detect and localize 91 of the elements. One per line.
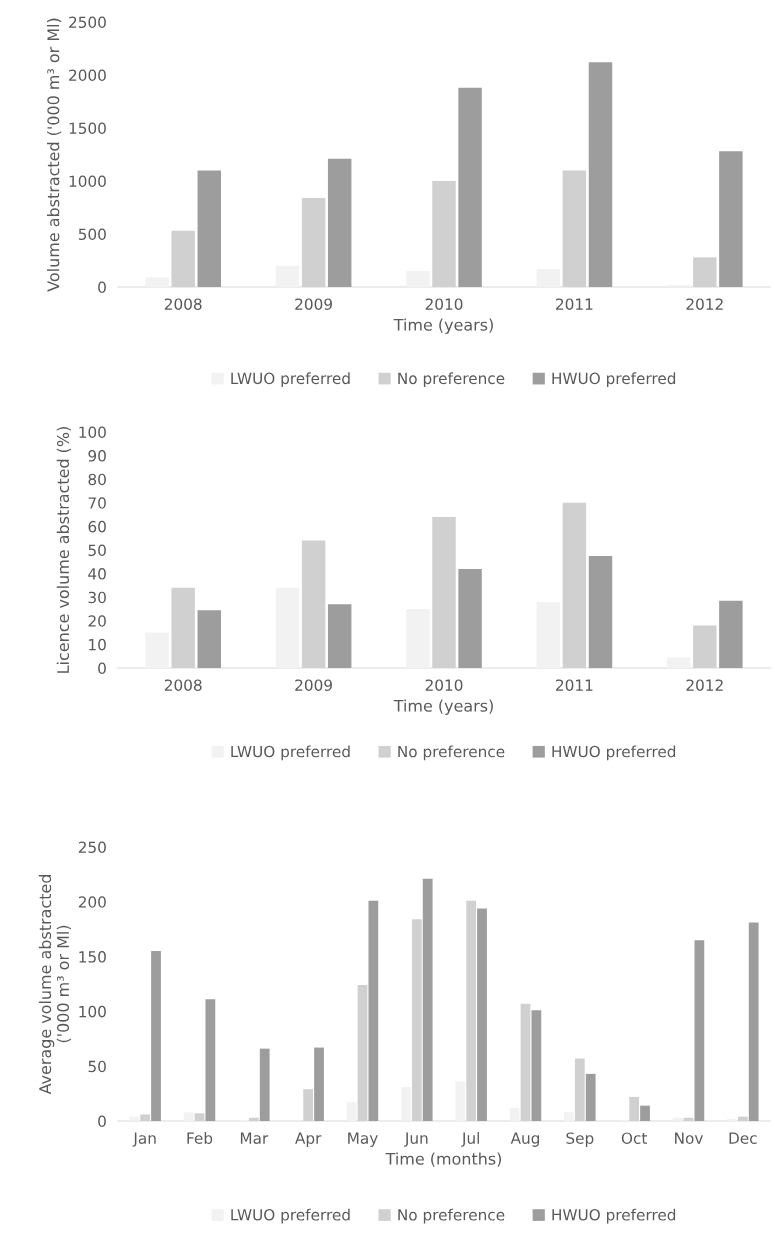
bar	[640, 1105, 650, 1121]
y-tick-label: 200	[78, 896, 106, 908]
bar	[151, 951, 161, 1121]
legend-label: LWUO preferred	[231, 372, 350, 388]
y-tick-label: 250	[78, 841, 106, 854]
bar	[748, 922, 759, 1121]
bar	[327, 604, 352, 668]
bar	[564, 1112, 574, 1121]
bar	[694, 940, 705, 1121]
bar	[585, 1073, 596, 1121]
bar	[401, 1087, 411, 1121]
x-tick-label: May	[348, 1132, 378, 1147]
y-tick-label: 100	[79, 1005, 106, 1018]
y-tick-label: 0	[98, 1115, 106, 1128]
x-tick-label: Feb	[187, 1132, 213, 1144]
bar	[458, 568, 482, 668]
y-tick-label: 0	[98, 662, 106, 675]
y-tick-label: 100	[79, 426, 106, 439]
x-tick-label: Nov	[675, 1132, 703, 1144]
bar	[183, 1112, 194, 1121]
bar	[129, 1116, 140, 1121]
y-axis-title: Licence volume abstracted (%)	[56, 427, 71, 673]
y-tick-label: 60	[88, 520, 106, 533]
bar	[197, 170, 222, 287]
bar	[588, 555, 613, 668]
x-tick-label: 2012	[686, 298, 723, 310]
y-tick-label: 90	[88, 450, 106, 462]
x-tick-label: Jan	[132, 1132, 156, 1147]
y-axis-title: Average volume abstracted ('000 m³ or Ml)	[38, 875, 71, 1095]
x-tick-label: 2009	[295, 298, 332, 310]
x-tick-label: Apr	[295, 1132, 322, 1147]
legend-label: No preference	[398, 745, 505, 761]
y-tick-label: 150	[79, 951, 106, 963]
x-tick-label: Oct	[621, 1132, 648, 1144]
bar	[719, 151, 743, 287]
x-axis-title: Time (months)	[385, 1152, 502, 1167]
x-tick-label: Aug	[510, 1132, 540, 1147]
bar	[205, 999, 216, 1121]
y-tick-label: 70	[88, 497, 106, 509]
legend-label: No preference	[398, 1208, 505, 1224]
x-tick-label: Dec	[729, 1132, 757, 1144]
x-tick-label: 2012	[686, 679, 723, 691]
y-tick-label: 50	[88, 1060, 106, 1073]
x-tick-label: 2011	[556, 679, 593, 691]
bar	[346, 1102, 357, 1121]
y-tick-label: 1000	[69, 175, 106, 188]
bar	[458, 87, 482, 287]
bar	[368, 900, 379, 1121]
bar	[259, 1048, 270, 1121]
y-tick-label: 500	[78, 228, 106, 241]
bar	[509, 1107, 520, 1121]
bar	[477, 908, 487, 1121]
y-tick-label: 2500	[69, 16, 106, 29]
y-tick-label: 0	[98, 281, 106, 294]
x-tick-label: 2011	[556, 298, 593, 310]
bar	[536, 601, 561, 668]
legend-label: HWUO preferred	[552, 745, 676, 761]
y-tick-label: 40	[88, 568, 106, 580]
legend-label: LWUO preferred	[231, 745, 350, 761]
x-tick-label: 2008	[164, 298, 202, 310]
y-tick-label: 50	[88, 544, 106, 557]
bar	[455, 1081, 466, 1121]
y-tick-label: 10	[89, 638, 106, 651]
x-tick-label: 2009	[295, 679, 332, 691]
bar	[588, 62, 613, 287]
bar	[536, 268, 561, 287]
bar	[422, 878, 433, 1121]
bar	[719, 600, 743, 668]
y-tick-label: 80	[88, 473, 106, 486]
legend-label: HWUO preferred	[552, 1208, 676, 1224]
x-axis-title: Time (years)	[393, 699, 493, 715]
x-tick-label: Mar	[240, 1132, 269, 1144]
bar	[531, 1010, 542, 1121]
x-tick-label: Jun	[404, 1132, 428, 1147]
bar	[327, 158, 352, 287]
y-tick-label: 30	[88, 591, 106, 604]
y-tick-label: 2000	[69, 69, 106, 82]
x-tick-label: 2008	[164, 679, 202, 691]
y-tick-label: 1500	[69, 122, 106, 135]
y-tick-label: 20	[88, 615, 106, 627]
x-tick-label: Jul	[461, 1132, 479, 1147]
legend-label: LWUO preferred	[231, 1208, 350, 1224]
x-tick-label: 2010	[425, 298, 463, 310]
legend-label: No preference	[398, 372, 505, 388]
x-axis-title: Time (years)	[393, 318, 493, 334]
bar	[314, 1047, 324, 1121]
bar	[197, 610, 222, 668]
x-tick-label: 2010	[425, 679, 463, 691]
legend-label: HWUO preferred	[552, 372, 676, 388]
y-axis-title: Volume abstracted ('000 m³ or Ml)	[46, 18, 62, 292]
x-tick-label: Sep	[566, 1132, 594, 1147]
